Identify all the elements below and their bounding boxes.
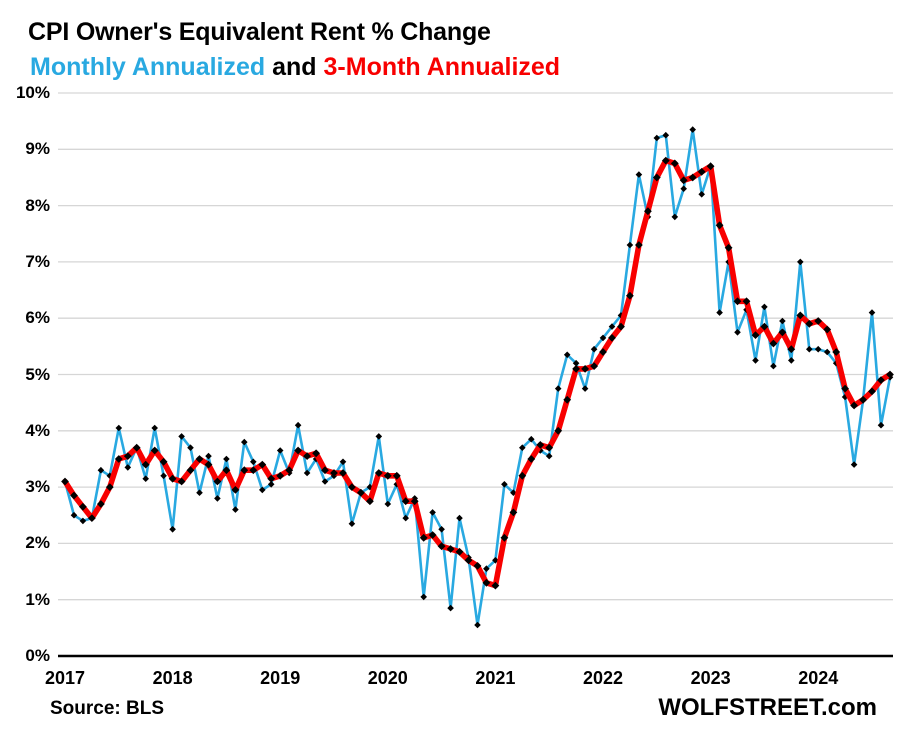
y-tick-label: 10%: [15, 83, 50, 102]
legend-and-text: and: [265, 53, 324, 81]
y-tick-label: 2%: [25, 533, 50, 553]
legend-monthly-annualized: Monthly Annualized: [30, 53, 266, 81]
y-tick-label: 5%: [25, 364, 50, 384]
x-tick-label: 2021: [475, 668, 516, 688]
three-month-annualized-markers: [61, 156, 894, 590]
monthly-annualized-markers: [61, 126, 894, 629]
monthly-annualized-line: [63, 128, 892, 627]
y-tick-label: 0%: [25, 646, 50, 665]
source-label: Source: BLS: [50, 698, 165, 719]
x-tick-label: 2020: [367, 668, 408, 688]
y-tick-label: 7%: [25, 251, 50, 271]
legend-3-month-annualized: 3-Month Annualized: [323, 53, 561, 81]
y-tick-label: 1%: [25, 589, 50, 609]
y-tick-label: 3%: [25, 477, 50, 497]
x-tick-label: 2024: [798, 668, 839, 688]
brand-label: WOLFSTREET.com: [658, 694, 877, 721]
y-tick-label: 6%: [25, 308, 50, 328]
x-tick-label: 2018: [152, 668, 193, 688]
y-tick-label: 9%: [25, 139, 50, 159]
three-month-annualized-line: [62, 157, 893, 589]
legend-subtitle: Monthly Annualized and 3-Month Annualize…: [30, 53, 560, 82]
gridlines: [58, 92, 893, 601]
y-tick-label: 8%: [25, 195, 50, 215]
x-tick-label: 2019: [260, 668, 301, 688]
x-tick-label: 2017: [44, 668, 86, 688]
x-tick-label: 2023: [690, 668, 731, 688]
x-tick-label: 2022: [582, 668, 624, 688]
y-tick-label: 4%: [25, 420, 50, 440]
page-title: CPI Owner's Equivalent Rent % Change: [28, 18, 491, 46]
